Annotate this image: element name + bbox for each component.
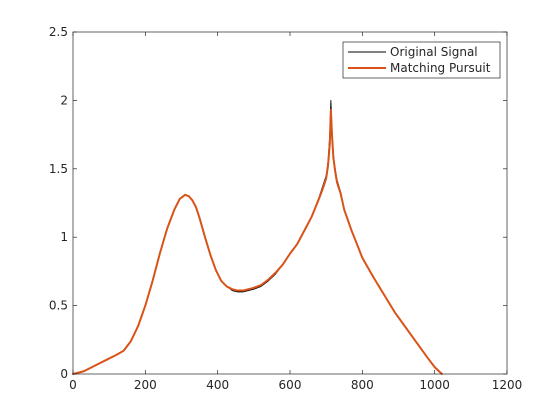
y-tick-label: 0 [60,367,68,381]
legend-box [342,41,501,79]
y-tick-label: 1.5 [49,162,68,176]
plot-background [73,32,507,374]
x-tick-label: 600 [279,378,302,392]
x-tick-label: 0 [69,378,77,392]
x-tick-label: 1200 [492,378,523,392]
x-tick-label: 200 [134,378,157,392]
axes: 0 200 400 600 800 1000 1200 0 0.5 1 1.5 2 2.5 [49,25,522,392]
legend-label-0: Original Signal [390,45,478,59]
y-tick-label: 2 [60,93,68,107]
legend-label-1: Matching Pursuit [390,61,491,75]
x-tick-label: 1000 [419,378,450,392]
series-layer [72,99,443,375]
legend: Original Signal Matching Pursuit [342,41,501,79]
x-tick-label: 400 [206,378,229,392]
y-tick-label: 0.5 [49,299,68,313]
plot-area [73,32,507,374]
y-tick-label: 1 [60,230,68,244]
series-line-1 [72,108,443,375]
y-tick-label: 2.5 [49,25,68,39]
x-tick-label: 800 [351,378,374,392]
